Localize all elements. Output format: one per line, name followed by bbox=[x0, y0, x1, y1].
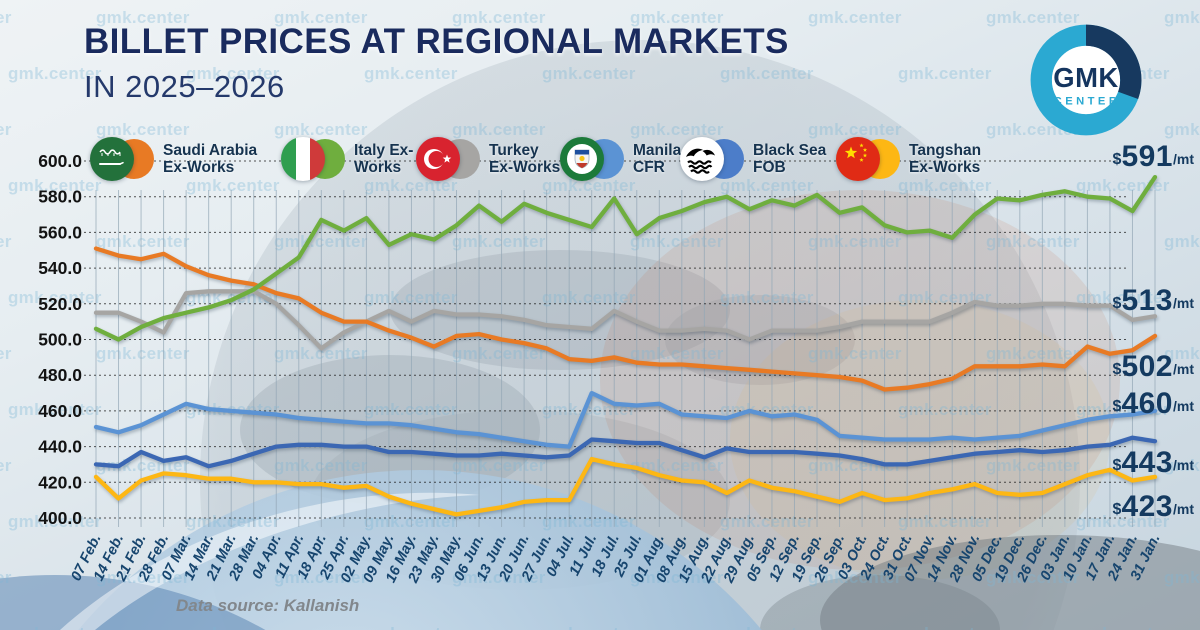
price-line-blacksea bbox=[93, 435, 1158, 469]
logo-inner-disc bbox=[1051, 45, 1121, 115]
title-block: BILLET PRICES AT REGIONAL MARKETS IN 202… bbox=[84, 22, 789, 105]
price-line-china bbox=[93, 456, 1158, 517]
logo-text-main: GMK bbox=[1053, 62, 1119, 93]
vertical-gridlines bbox=[95, 190, 1156, 527]
x-axis-labels: 07 Feb.14 Feb.21 Feb.28 Feb.07 Mar.14 Ma… bbox=[68, 532, 1163, 587]
y-axis-tick-label: 440.0 bbox=[38, 437, 82, 457]
y-axis-tick-label: 400.0 bbox=[38, 508, 82, 528]
y-axis-tick-label: 420.0 bbox=[38, 472, 82, 492]
price-line-turkey bbox=[93, 289, 1158, 351]
logo-ring-segment bbox=[1085, 24, 1142, 100]
series-lines bbox=[93, 174, 1158, 517]
y-axis-tick-label: 560.0 bbox=[38, 222, 82, 242]
price-line-philippines bbox=[93, 390, 1158, 449]
price-line-italy bbox=[93, 174, 1158, 342]
logo-text-sub: CENTER bbox=[1054, 95, 1121, 107]
y-axis-tick-label: 500.0 bbox=[38, 330, 82, 350]
page-title: BILLET PRICES AT REGIONAL MARKETS bbox=[84, 22, 789, 61]
horizontal-gridlines: 600.0 580.0 560.0 540.0 520.0 500.0 480.0 460.0… bbox=[38, 151, 1126, 528]
price-line-saudi bbox=[93, 246, 1158, 392]
dark-landmass bbox=[820, 535, 1200, 630]
y-axis-tick-label: 480.0 bbox=[38, 365, 82, 385]
y-axis-tick-label: 580.0 bbox=[38, 187, 82, 207]
y-axis-tick-label: 540.0 bbox=[38, 258, 82, 278]
y-axis-tick-label: 600.0 bbox=[38, 151, 82, 171]
data-source-note: Data source: Kallanish bbox=[176, 596, 360, 615]
y-axis-tick-label: 460.0 bbox=[38, 401, 82, 421]
corner-sphere bbox=[78, 470, 762, 630]
page-subtitle: IN 2025–2026 bbox=[84, 69, 285, 104]
y-axis-tick-label: 520.0 bbox=[38, 294, 82, 314]
gmk-center-logo: GMK CENTER bbox=[1030, 24, 1142, 136]
